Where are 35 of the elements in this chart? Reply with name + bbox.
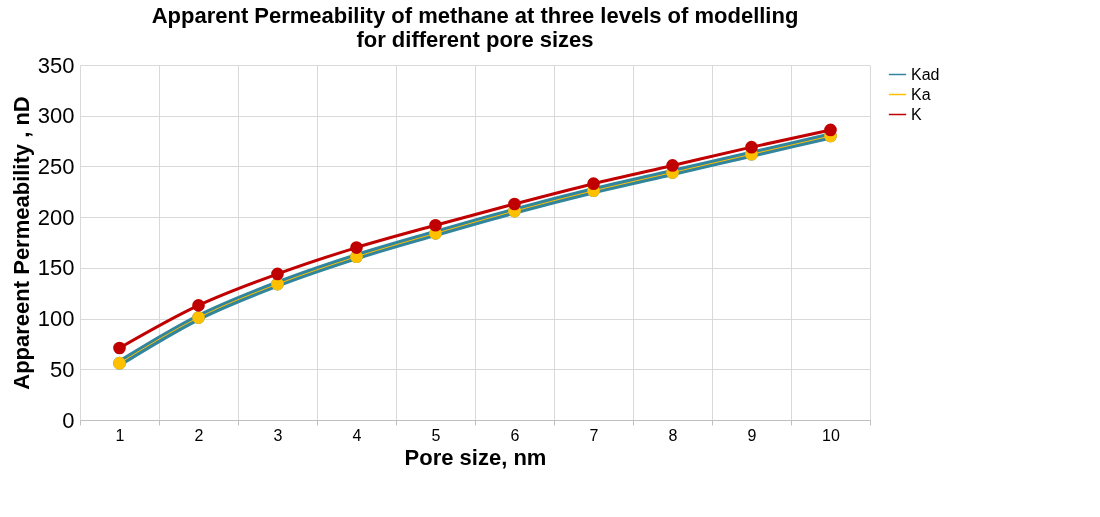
y-tick-label: 100 [37, 306, 75, 332]
point [508, 197, 521, 211]
x-tick-label: 4 [352, 426, 362, 444]
x-tick-label: 1 [115, 426, 125, 444]
point [429, 218, 442, 232]
point [587, 177, 600, 190]
legend-label: Kad [911, 65, 940, 83]
point [824, 123, 837, 137]
x-tick-label: 5 [431, 426, 441, 444]
point [271, 267, 284, 281]
x-axis-title: Pore size, nm [404, 444, 547, 470]
x-tick-label: 3 [273, 426, 283, 444]
y-tick-label: 350 [37, 52, 75, 78]
y-tick-label: 200 [37, 204, 75, 230]
x-tick-label: 10 [822, 426, 840, 444]
point [192, 299, 205, 312]
text: Apparent Permeability of methane at three levels of modelling [151, 3, 799, 28]
y-tick-label: 150 [37, 255, 75, 281]
y-tick-label: 50 [50, 356, 75, 382]
point [745, 140, 758, 154]
y-tick-label: 250 [37, 153, 75, 179]
x-tick-label: 9 [747, 426, 757, 444]
x-tick-label: 6 [510, 426, 520, 444]
y-tick-label: 300 [37, 103, 75, 129]
point [666, 159, 679, 172]
point [113, 341, 126, 355]
y-axis-title: Appareent Permeability , nD [8, 96, 34, 390]
y-tick-label: 0 [62, 407, 75, 433]
text: for different pore sizes [356, 27, 594, 52]
legend-label: Ka [911, 85, 931, 103]
x-tick-label: 8 [668, 426, 678, 444]
point [350, 241, 363, 254]
x-tick-label: 2 [194, 426, 204, 444]
legend-label: K [911, 105, 922, 123]
x-tick-label: 7 [589, 426, 599, 444]
